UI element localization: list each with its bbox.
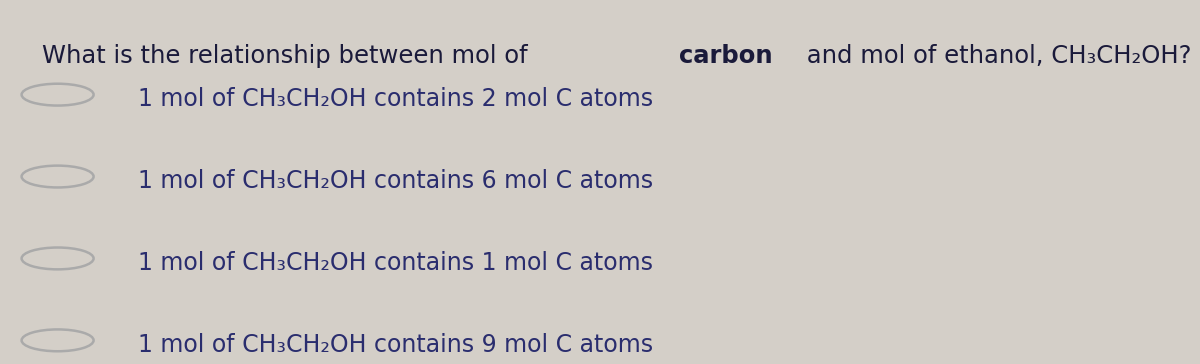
Text: and mol of ethanol, CH₃CH₂OH?: and mol of ethanol, CH₃CH₂OH? (799, 44, 1192, 68)
Text: 1 mol of CH₃CH₂OH contains 9 mol C atoms: 1 mol of CH₃CH₂OH contains 9 mol C atoms (138, 333, 653, 357)
Text: 1 mol of CH₃CH₂OH contains 2 mol C atoms: 1 mol of CH₃CH₂OH contains 2 mol C atoms (138, 87, 653, 111)
Text: 1 mol of CH₃CH₂OH contains 6 mol C atoms: 1 mol of CH₃CH₂OH contains 6 mol C atoms (138, 169, 653, 193)
Text: What is the relationship between mol of: What is the relationship between mol of (42, 44, 535, 68)
Text: 1 mol of CH₃CH₂OH contains 1 mol C atoms: 1 mol of CH₃CH₂OH contains 1 mol C atoms (138, 251, 653, 275)
Text: carbon: carbon (679, 44, 773, 68)
